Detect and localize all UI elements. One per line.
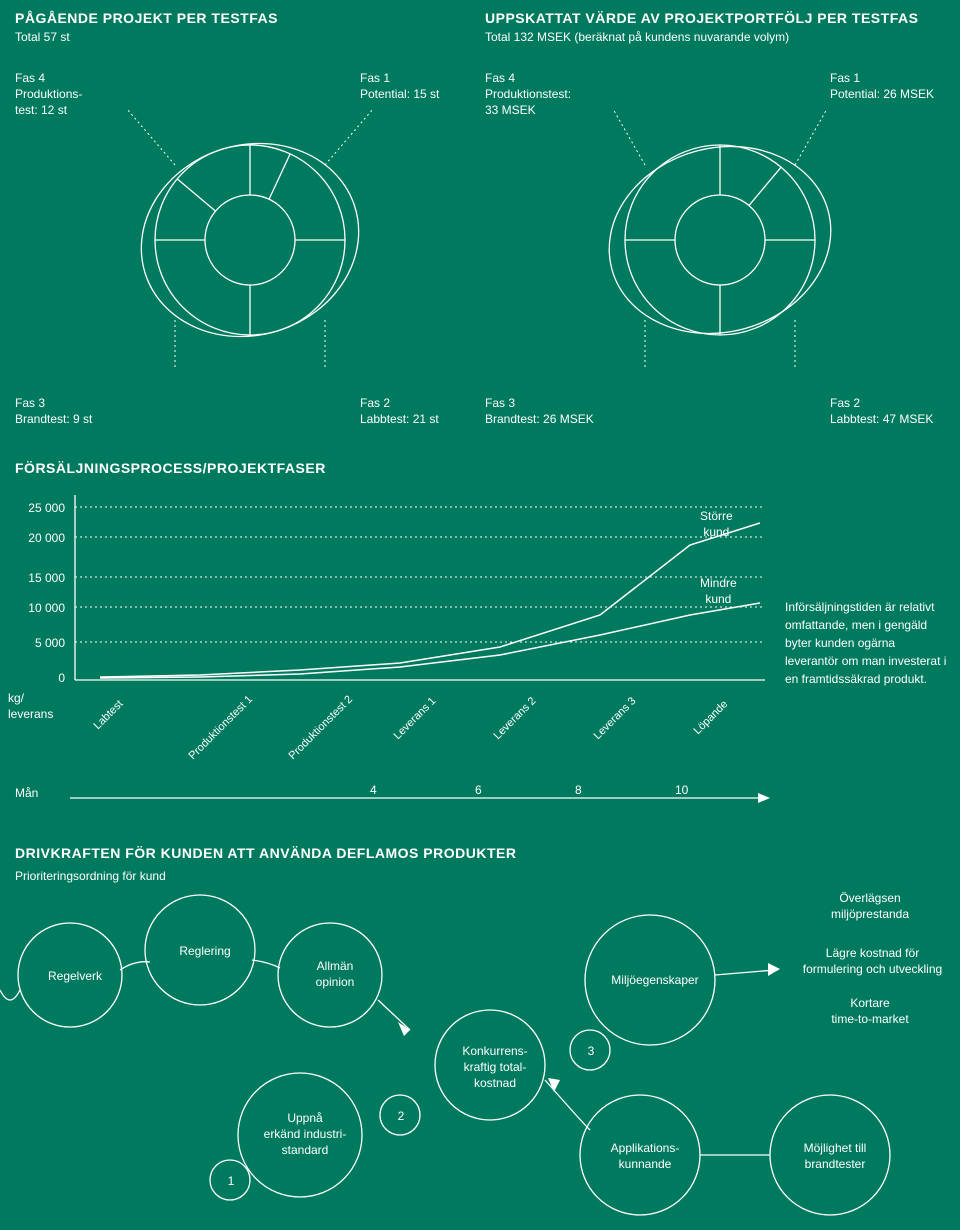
s1r-bl: Fas 3 Brandtest: 26 MSEK (485, 395, 615, 427)
mon-label: Mån (15, 785, 38, 801)
b-uppna: Uppnå erkänd industri- standard (250, 1110, 360, 1159)
b-applik: Applikations- kunnande (590, 1140, 700, 1172)
b-1: 1 (224, 1173, 238, 1189)
b-miljo: Miljöegenskaper (600, 972, 710, 988)
donut-left (120, 110, 380, 370)
ytick1: 20 000 (10, 530, 65, 546)
s1-left-subtitle: Total 57 st (15, 30, 475, 44)
b-regelverk: Regelverk (40, 968, 110, 984)
b-3: 3 (584, 1043, 598, 1059)
b-reglering: Reglering (170, 943, 240, 959)
mon2: 8 (575, 782, 582, 798)
ytick4: 5 000 (10, 635, 65, 651)
month-axis (70, 790, 770, 806)
b-konk: Konkurrens- kraftig total- kostnad (440, 1043, 550, 1092)
mon3: 10 (675, 782, 688, 798)
s1-right-subtitle: Total 132 MSEK (beräknat på kundens nuva… (485, 30, 955, 44)
s2-note: Införsäljningstiden är relativt omfattan… (785, 598, 950, 688)
ytick5: 0 (10, 670, 65, 686)
s1l-bl: Fas 3 Brandtest: 9 st (15, 395, 125, 427)
ytick2: 15 000 (10, 570, 65, 586)
mon0: 4 (370, 782, 377, 798)
s1l-br: Fas 2 Labbtest: 21 st (360, 395, 470, 427)
b-mojlighet: Möjlighet till brandtester (780, 1140, 890, 1172)
ann-mid: Mindre kund (700, 575, 737, 607)
ann-top: Större kund (700, 508, 733, 540)
s1l-tr: Fas 1 Potential: 15 st (360, 70, 470, 102)
s3-title: DRIVKRAFTEN FÖR KUNDEN ATT ANVÄNDA DEFLA… (15, 845, 516, 861)
b-2: 2 (394, 1108, 408, 1124)
s1r-br: Fas 2 Labbtest: 47 MSEK (830, 395, 960, 427)
s1r-tr: Fas 1 Potential: 26 MSEK (830, 70, 960, 102)
yunit: kg/ leverans (8, 690, 68, 722)
ytick3: 10 000 (10, 600, 65, 616)
s1l-tl: Fas 4 Produktions- test: 12 st (15, 70, 125, 119)
b-allman: Allmän opinion (295, 958, 375, 990)
ytick0: 25 000 (10, 500, 65, 516)
mon1: 6 (475, 782, 482, 798)
line-chart (70, 495, 770, 725)
s1-left-title: PÅGÅENDE PROJEKT PER TESTFAS (15, 10, 475, 26)
donut-right (590, 110, 850, 370)
s1-right-title: UPPSKATTAT VÄRDE AV PROJEKTPORTFÖLJ PER … (485, 10, 955, 26)
s2-title: FÖRSÄLJNINGSPROCESS/PROJEKTFASER (15, 460, 326, 476)
